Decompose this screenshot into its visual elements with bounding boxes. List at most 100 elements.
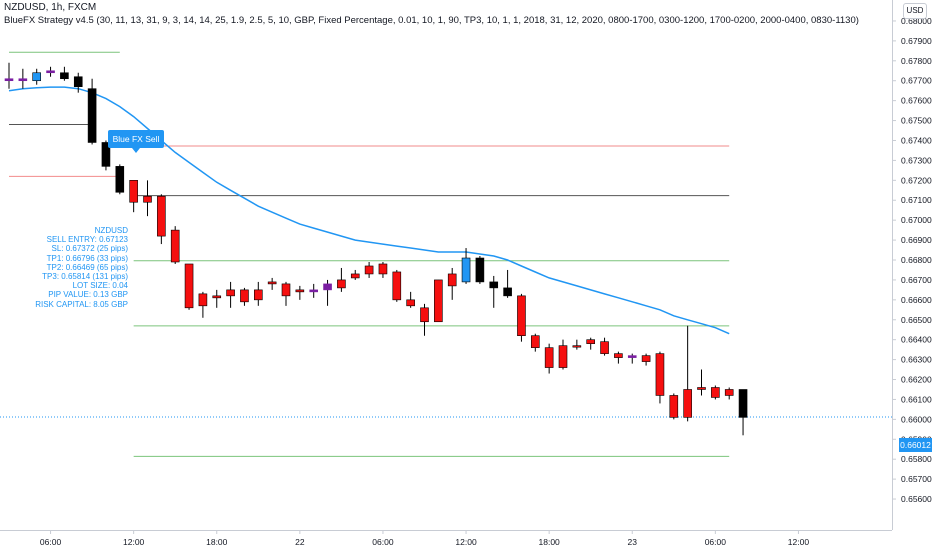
candle-body [447,273,457,287]
price-tick-label: 0.67100 [901,195,932,205]
candle-body [724,389,734,396]
candle-body [323,283,332,291]
candle [295,285,305,300]
candle [309,283,319,298]
price-tick-label: 0.65600 [901,494,932,504]
candle [18,68,28,89]
price-tick-label: 0.67500 [901,116,932,126]
candle-body [614,353,623,358]
price-tick-label: 0.66500 [901,315,932,325]
candle [115,164,125,195]
price-tick-label: 0.66100 [901,394,932,404]
candle [697,369,706,396]
candle-body [240,289,249,303]
candle-body [184,263,194,309]
candle [32,68,42,85]
price-tick-label: 0.65800 [901,454,932,464]
candle [267,277,277,290]
trade-info-lot: LOT SIZE: 0.04 [72,281,128,291]
price-tick-label: 0.67300 [901,155,932,165]
trade-info-risk: RISK CAPITAL: 8.05 GBP [35,299,128,309]
candle-body [32,72,42,82]
time-axis[interactable]: 06:00 12:00 18:00 22 06:00 12:00 18:00 23 06:00 1… [0,530,892,547]
candle-body [572,345,582,348]
candle-body [4,78,14,82]
candle [60,66,69,81]
candle-body [87,88,97,143]
candle-body [530,335,540,348]
time-tick-label: 06:00 [40,537,62,547]
time-tick-label: 22 [295,537,305,547]
candle [406,291,415,308]
price-tick-label: 0.67600 [901,96,932,106]
time-tick-label: 06:00 [705,537,727,547]
candle [447,267,457,300]
trade-levels [0,51,892,457]
candle-body [60,72,69,80]
candle-body [198,293,208,307]
candle [434,279,443,323]
candle-body [170,229,180,263]
candle-body [73,76,83,87]
price-tick-label: 0.67800 [901,56,932,66]
time-tick-label: 12:00 [455,537,477,547]
candle-body [697,387,706,390]
candle [129,180,138,213]
candle-body [309,289,319,293]
candle-body [475,257,485,283]
trade-info-pip: PIP VALUE: 0.13 GBP [48,290,128,300]
moving-average [8,86,730,335]
candle [46,66,55,77]
sell-signal-tag: Blue FX Sell [108,130,164,153]
candle [157,194,166,245]
price-tick-label: 0.66300 [901,355,932,365]
price-tick-label: 0.65700 [901,474,932,484]
time-tick-label: 18:00 [539,537,561,547]
price-tick-label: 0.66000 [901,414,932,424]
candle [669,393,679,420]
candle-body [711,387,720,398]
price-tick-label: 0.66700 [901,275,932,285]
time-tick-label: 12:00 [123,537,145,547]
candle-body [683,389,692,418]
candle-body [115,166,125,193]
candle-body [544,347,554,368]
price-tick-label: 0.67700 [901,76,932,86]
candle-body [254,289,263,301]
ma-line [8,86,730,335]
strategy-params[interactable]: BlueFX Strategy v4.5 (30, 11, 13, 31, 9,… [4,15,859,26]
candle [198,291,208,318]
candle [517,293,526,342]
candle-body [392,271,402,301]
candle [503,269,512,298]
candle [337,267,346,292]
price-tick-label: 0.68000 [901,16,932,26]
price-tick-label: 0.66600 [901,295,932,305]
candle [184,263,194,310]
candle-body [517,295,526,336]
candle-body [738,389,748,418]
candle [281,281,291,306]
candle [73,72,83,93]
candle-body [157,195,166,237]
candlesticks [4,62,748,436]
candle-body [434,279,443,323]
candle [683,325,692,422]
currency-button[interactable]: USD [903,3,927,19]
candle [212,289,222,308]
candle-body [489,281,499,289]
candle [461,248,471,284]
candle [350,269,360,280]
candle-body [655,353,665,396]
candle-body [267,281,277,285]
candle-body [641,355,651,362]
candle [724,387,734,400]
candle-body [143,195,152,203]
candle [420,303,429,336]
trade-info-entry: SELL ENTRY: 0.67123 [46,235,128,245]
candle-body [586,339,596,344]
candle-body [558,345,568,368]
candle [378,261,388,278]
candle-body [420,307,429,323]
